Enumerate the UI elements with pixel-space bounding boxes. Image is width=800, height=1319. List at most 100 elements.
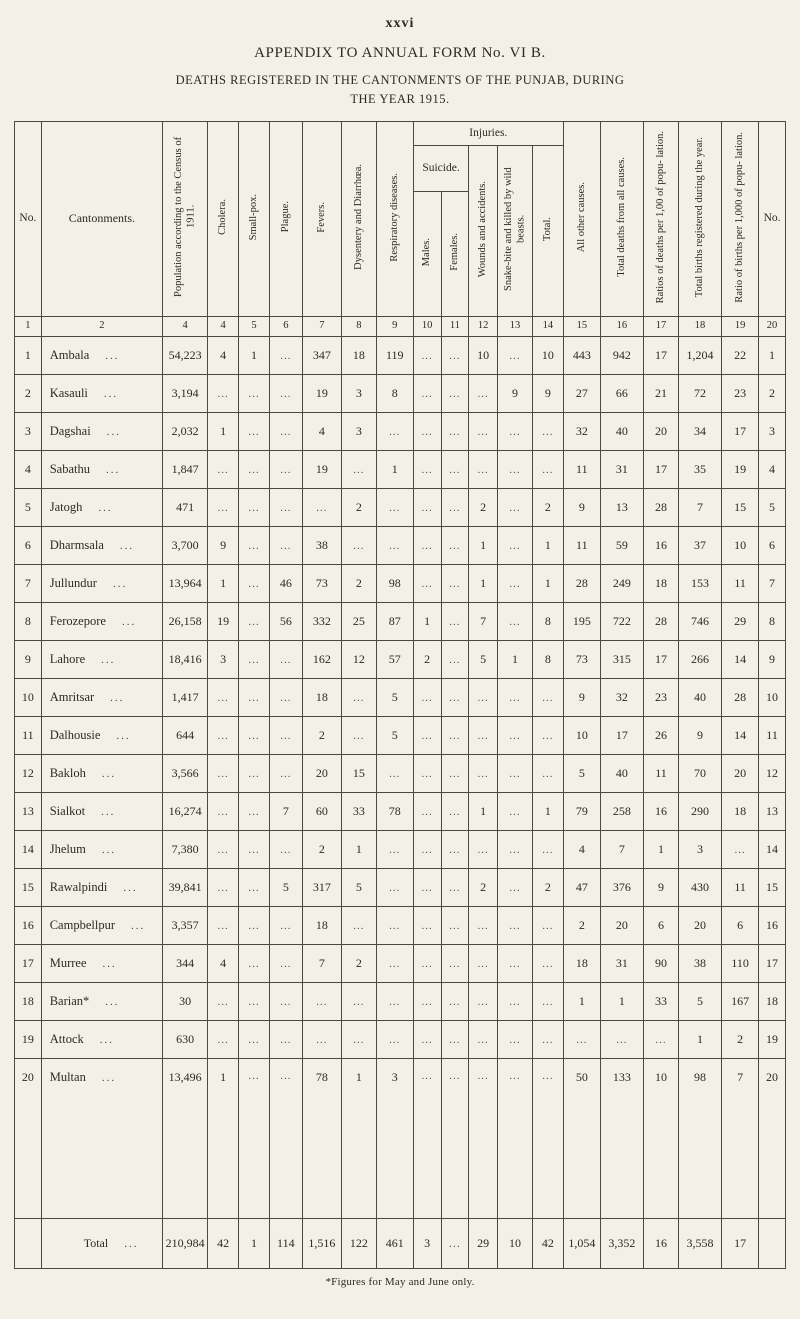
row-number-right: 11 <box>758 716 786 755</box>
value-cell: ... <box>238 450 270 489</box>
row-number-left: 3 <box>14 412 42 451</box>
value-cell: 19 <box>207 602 240 641</box>
value-cell: 20 <box>677 906 723 945</box>
value-cell: 21 <box>643 374 679 413</box>
col-header-death-ratio-label: Ratios of deaths per 1,00 of popu- latio… <box>654 130 666 304</box>
cantonment-name-cell: Attock... <box>40 1020 164 1059</box>
value-cell: ... <box>497 412 533 451</box>
value-cell: 18 <box>301 906 342 945</box>
value-cell: ... <box>532 754 564 793</box>
table-row: 11 Dalhousie... 644......... 2... 5.........… <box>14 716 786 755</box>
value-cell: 42 <box>207 1218 240 1269</box>
cantonment-name: Ambala <box>49 348 90 362</box>
value-cell: 19 <box>301 450 342 489</box>
dot-leader: ... <box>98 501 113 514</box>
value-cell: 46 <box>268 564 303 603</box>
dot-leader: ... <box>101 767 117 780</box>
row-number-right: 6 <box>758 526 786 565</box>
row-number-right: 18 <box>758 982 786 1021</box>
value-cell: 66 <box>599 374 645 413</box>
value-cell: ... <box>532 906 564 945</box>
value-cell: 22 <box>721 336 760 375</box>
value-cell: ... <box>268 906 303 945</box>
value-cell: 3 <box>340 412 377 451</box>
value-cell: 266 <box>677 640 723 679</box>
value-cell: 11 <box>721 868 760 907</box>
value-cell: 2 <box>412 640 442 679</box>
value-cell: 31 <box>599 450 645 489</box>
value-cell: 8 <box>532 602 564 641</box>
value-cell: 5 <box>268 868 303 907</box>
cantonment-name-cell: Dalhousie... <box>40 716 164 755</box>
value-cell: ... <box>440 1218 470 1269</box>
value-cell: ... <box>532 678 564 717</box>
cantonment-name: Murree <box>49 956 87 970</box>
value-cell: ... <box>532 982 564 1021</box>
value-cell: 18 <box>562 944 601 983</box>
table-row: 9 Lahore... 18,416 3...... 162 12 57 2... 5 1 8 73 3… <box>14 640 786 679</box>
value-cell: ... <box>468 412 499 451</box>
value-cell: 317 <box>301 868 342 907</box>
value-cell: ... <box>440 450 470 489</box>
value-cell: 8 <box>532 640 564 679</box>
value-cell: 2 <box>301 830 342 869</box>
cantonment-name: Jullundur <box>49 576 97 590</box>
col-header-cholera: Cholera. <box>207 121 240 317</box>
value-cell: ... <box>532 412 564 451</box>
value-cell: ... <box>238 868 270 907</box>
value-cell: 1 <box>532 792 564 831</box>
col-header-wounds: Wounds and accidents. <box>468 145 499 317</box>
value-cell: 90 <box>643 944 679 983</box>
value-cell: ... <box>440 640 470 679</box>
cantonment-name-cell: Jullundur... <box>40 564 164 603</box>
value-cell: ... <box>207 830 240 869</box>
value-cell: ... <box>238 488 270 527</box>
cantonment-name: Sabathu <box>49 462 90 476</box>
value-cell: ... <box>721 830 760 869</box>
value-cell: ... <box>468 1020 499 1059</box>
dot-leader: ... <box>110 691 125 704</box>
value-cell: ... <box>412 488 442 527</box>
value-cell: ... <box>440 754 470 793</box>
cantonment-name: Dalhousie <box>49 728 101 742</box>
value-cell: 1 <box>677 1020 723 1059</box>
value-cell: ... <box>412 716 442 755</box>
value-cell: 10 <box>468 336 499 375</box>
value-cell: 17 <box>643 450 679 489</box>
row-number-right: 10 <box>758 678 786 717</box>
value-cell: ... <box>238 1020 270 1059</box>
table-row: 10 Amritsar... 1,417......... 18... 5.......… <box>14 678 786 717</box>
value-cell: 1,847 <box>162 450 209 489</box>
value-cell: 70 <box>677 754 723 793</box>
cantonment-name: Lahore <box>49 652 86 666</box>
value-cell: ... <box>532 1020 564 1059</box>
value-cell: ... <box>497 526 533 565</box>
value-cell: ... <box>497 678 533 717</box>
value-cell: 16 <box>643 526 679 565</box>
value-cell: ... <box>497 602 533 641</box>
value-cell: 18 <box>301 678 342 717</box>
value-cell: 42 <box>532 1218 564 1269</box>
value-cell: 162 <box>301 640 342 679</box>
cantonment-name: Amritsar <box>49 690 95 704</box>
value-cell: ... <box>207 754 240 793</box>
value-cell: 1 <box>468 792 499 831</box>
value-cell: 249 <box>599 564 645 603</box>
col-header-no-right: No. <box>758 121 786 317</box>
value-cell: 29 <box>468 1218 499 1269</box>
table-row: 8 Ferozepore... 26,158 19... 56 332 25 87 1... 7.… <box>14 602 786 641</box>
value-cell: 5 <box>375 716 414 755</box>
value-cell: 28 <box>643 602 679 641</box>
col-header-total-deaths-label: Total deaths from all causes. <box>615 157 627 277</box>
value-cell: ... <box>440 412 470 451</box>
column-number: 4 <box>207 316 240 337</box>
dot-leader: ... <box>101 1071 117 1084</box>
column-number: 14 <box>532 316 564 337</box>
row-number-right: 16 <box>758 906 786 945</box>
value-cell: 746 <box>677 602 723 641</box>
value-cell: 110 <box>721 944 760 983</box>
col-header-males-label: Males. <box>420 237 432 267</box>
value-cell: 87 <box>375 602 414 641</box>
value-cell: 644 <box>162 716 209 755</box>
value-cell: ... <box>440 1058 470 1219</box>
